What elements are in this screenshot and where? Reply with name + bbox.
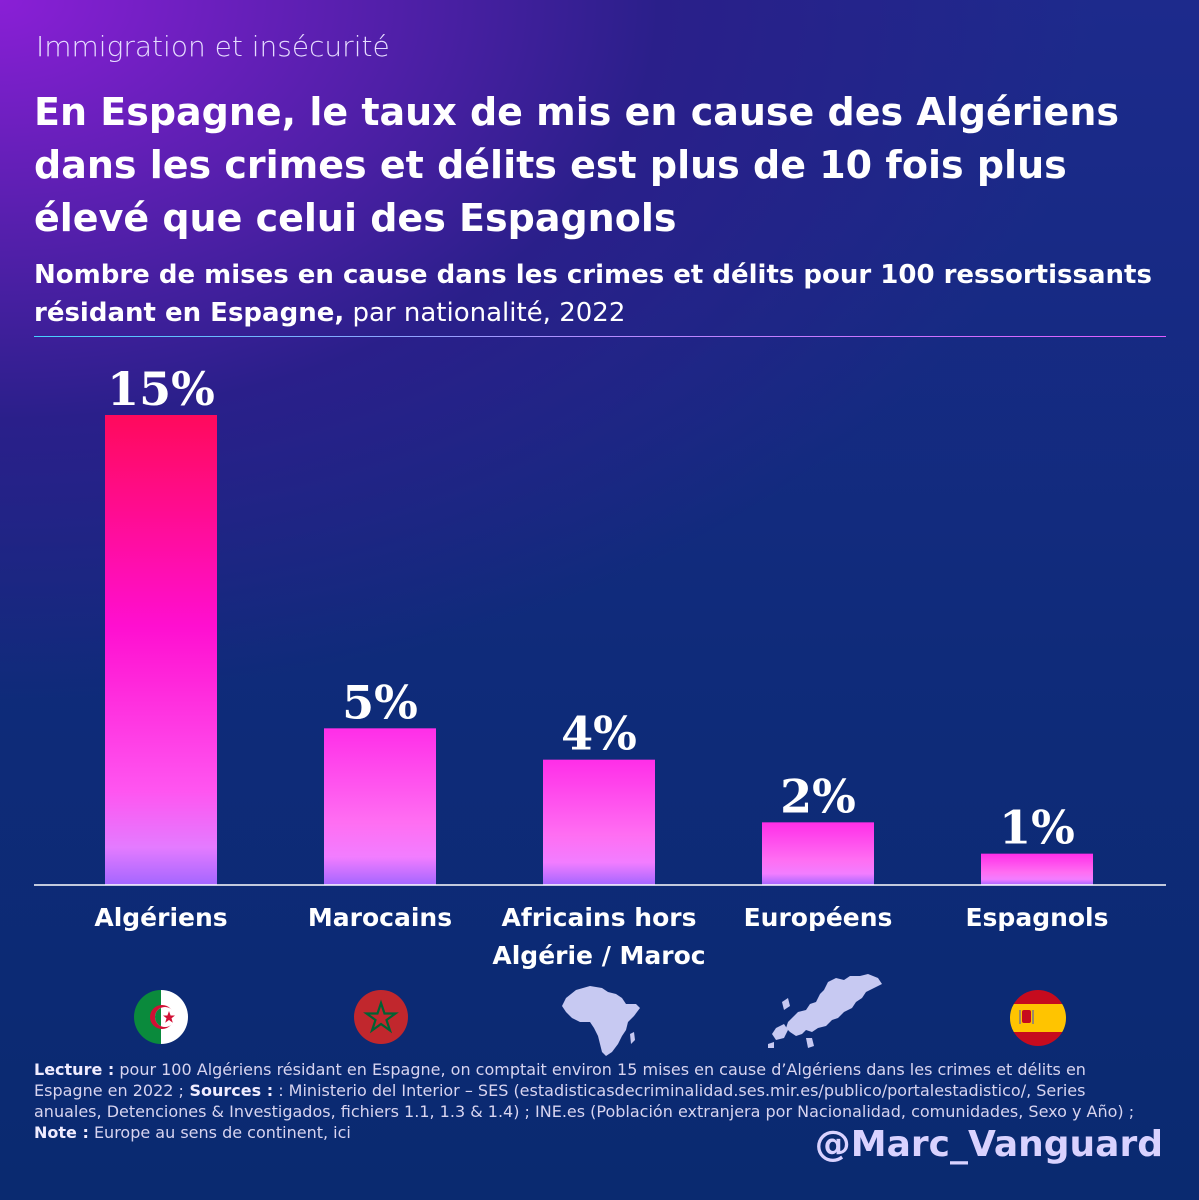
value-label-5: 1% — [999, 801, 1075, 855]
bar-3 — [543, 759, 655, 885]
author-handle: @Marc_Vanguard — [814, 1124, 1163, 1165]
page-title: En Espagne, le taux de mis en cause des … — [34, 90, 1119, 240]
europe-map-icon — [768, 974, 882, 1048]
category-label-3: Africains hors — [502, 903, 697, 932]
footnote: Lecture : pour 100 Algériens résidant en… — [34, 1059, 1144, 1143]
title-divider — [34, 336, 1166, 337]
value-label-2: 5% — [342, 675, 418, 729]
category-label-2: Marocains — [308, 903, 452, 932]
category-label-1: Algériens — [94, 903, 227, 932]
category-label-4: Européens — [744, 903, 893, 932]
bar-4 — [762, 822, 874, 885]
bar-2 — [324, 728, 436, 885]
category-label-3: Algérie / Maroc — [492, 941, 705, 970]
bar-1 — [105, 415, 217, 885]
note-text: Europe au sens de continent, ici — [88, 1123, 351, 1142]
kicker: Immigration et insécurité — [36, 30, 390, 63]
africa-map-icon — [562, 986, 640, 1056]
chart-subtitle: Nombre de mises en cause dans les crimes… — [34, 256, 1164, 332]
lecture-text: pour 100 Algériens résidant en Espagne, … — [34, 1060, 1086, 1100]
lecture-label: Lecture : — [34, 1060, 115, 1079]
category-label-5: Espagnols — [965, 903, 1108, 932]
bar-5 — [981, 853, 1093, 885]
subtitle-normal: par nationalité, 2022 — [344, 298, 626, 328]
bar-chart: 15% Algériens 5% Marocains 4% Africains hors A… — [34, 362, 1166, 970]
note-label: Note : — [34, 1123, 89, 1142]
value-label-4: 2% — [780, 769, 856, 823]
subtitle-bold: Nombre de mises en cause dans les crimes… — [34, 260, 1152, 328]
sources-text: : Ministerio del Interior – SES (estadis… — [34, 1081, 1135, 1121]
value-label-1: 15% — [107, 362, 215, 416]
algeria-flag-icon — [134, 990, 188, 1044]
morocco-flag-icon — [354, 990, 408, 1044]
value-label-3: 4% — [561, 707, 637, 761]
sources-label: Sources : — [183, 1081, 274, 1100]
spain-flag-icon — [1010, 990, 1066, 1046]
